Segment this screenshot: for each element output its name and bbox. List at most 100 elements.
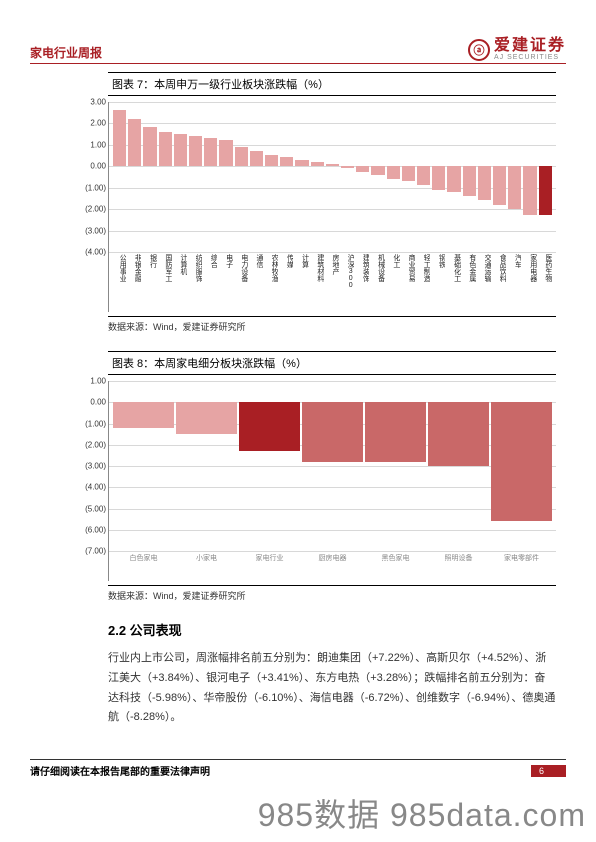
- y-axis-label: 1.00: [90, 377, 106, 386]
- x-axis-label: 医药生物: [539, 254, 552, 289]
- chart-7-area: 3.002.001.000.00(1.00)(2.00)(3.00)(4.00)…: [108, 102, 556, 312]
- bar: [365, 402, 426, 462]
- x-axis-label: 计算机: [174, 254, 187, 289]
- x-axis-label: 厨房电器: [302, 553, 363, 563]
- x-axis-label: 银行: [143, 254, 156, 289]
- bar: [250, 151, 263, 166]
- chart-8-block: 图表 8：本周家电细分板块涨跌幅（%） 1.000.00(1.00)(2.00)…: [108, 351, 556, 602]
- x-axis-label: 纺织服饰: [189, 254, 202, 289]
- report-category: 家电行业周报: [30, 44, 102, 61]
- x-labels: 公用事业非银金融银行国防军工计算机纺织服饰综合电子电力设备通信农林牧渔传媒计算建…: [113, 254, 552, 289]
- bar: [326, 164, 339, 166]
- x-axis-label: 电子: [219, 254, 232, 289]
- watermark: 985数据 985data.com: [258, 790, 586, 836]
- x-axis-label: 机械设备: [371, 254, 384, 289]
- section-2-2-body: 行业内上市公司，周涨幅排名前五分别为：朗迪集团（+7.22%）、高斯贝尔（+4.…: [108, 649, 556, 728]
- x-axis-label: 家电行业: [239, 553, 300, 563]
- x-axis-label: 传媒: [280, 254, 293, 289]
- x-axis-label: 国防军工: [159, 254, 172, 289]
- bar: [113, 110, 126, 166]
- x-axis-label: 电力设备: [235, 254, 248, 289]
- y-axis-label: 2.00: [90, 119, 106, 128]
- bar: [463, 166, 476, 196]
- x-axis-label: 钢铁: [432, 254, 445, 289]
- gridline: [109, 252, 556, 253]
- bar: [371, 166, 384, 175]
- bar: [432, 166, 445, 190]
- x-axis-label: 建筑装饰: [356, 254, 369, 289]
- x-axis-label: 建筑材料: [311, 254, 324, 289]
- section-2-2-title: 2.2 公司表现: [108, 620, 556, 639]
- bar: [508, 166, 521, 209]
- bar: [113, 402, 174, 428]
- x-axis-label: 计算: [295, 254, 308, 289]
- bar: [235, 147, 248, 166]
- bar: [295, 160, 308, 166]
- y-axis-label: (1.00): [85, 183, 106, 192]
- brand-logo: ⓐ 爱建证券 AJ SECURITIES: [468, 38, 566, 61]
- bar: [219, 140, 232, 166]
- bar: [239, 402, 300, 451]
- page-content: 图表 7：本周申万一级行业板块涨跌幅（%） 3.002.001.000.00(1…: [108, 72, 556, 728]
- x-axis-label: 公用事业: [113, 254, 126, 289]
- bar: [311, 162, 324, 166]
- bars-container: [113, 102, 552, 252]
- y-axis-label: (4.00): [85, 248, 106, 257]
- logo-icon: ⓐ: [468, 39, 490, 61]
- y-axis-label: (2.00): [85, 205, 106, 214]
- bar: [128, 119, 141, 166]
- x-axis-label: 商业贸易: [402, 254, 415, 289]
- bar: [280, 157, 293, 166]
- bar: [176, 402, 237, 434]
- y-axis-label: 0.00: [90, 398, 106, 407]
- y-axis-label: (5.00): [85, 504, 106, 513]
- x-axis-label: 汽车: [508, 254, 521, 289]
- bar: [428, 402, 489, 466]
- bars-container: [113, 381, 552, 551]
- x-axis-label: 沪深300: [341, 254, 354, 289]
- x-axis-label: 化工: [387, 254, 400, 289]
- x-axis-label: 基础化工: [447, 254, 460, 289]
- y-axis-label: (6.00): [85, 525, 106, 534]
- y-axis-label: 3.00: [90, 98, 106, 107]
- bar: [159, 132, 172, 166]
- y-axis-label: (2.00): [85, 440, 106, 449]
- y-axis-label: (4.00): [85, 483, 106, 492]
- y-axis-label: 1.00: [90, 140, 106, 149]
- y-axis-label: 0.00: [90, 162, 106, 171]
- bar: [417, 166, 430, 185]
- x-axis-label: 照明设备: [428, 553, 489, 563]
- bar: [478, 166, 491, 200]
- x-axis-label: 食品饮料: [493, 254, 506, 289]
- bar: [402, 166, 415, 181]
- page-number: 6: [531, 765, 566, 777]
- chart-8-area: 1.000.00(1.00)(2.00)(3.00)(4.00)(5.00)(6…: [108, 381, 556, 581]
- bar: [387, 166, 400, 179]
- chart-7-source: 数据来源：Wind，爱建证券研究所: [108, 316, 556, 333]
- x-axis-label: 农林牧渔: [265, 254, 278, 289]
- y-axis-label: (7.00): [85, 547, 106, 556]
- bar: [493, 166, 506, 205]
- logo-en: AJ SECURITIES: [494, 54, 566, 61]
- chart-7-title: 图表 7：本周申万一级行业板块涨跌幅（%）: [108, 72, 556, 96]
- bar: [204, 138, 217, 166]
- page-footer: 请仔细阅读在本报告尾部的重要法律声明 6: [30, 759, 566, 778]
- chart-8-title: 图表 8：本周家电细分板块涨跌幅（%）: [108, 351, 556, 375]
- bar: [265, 155, 278, 166]
- x-labels: 白色家电小家电家电行业厨房电器黑色家电照明设备家电零部件: [113, 553, 552, 563]
- y-axis-label: (1.00): [85, 419, 106, 428]
- bar: [189, 136, 202, 166]
- x-axis-label: 小家电: [176, 553, 237, 563]
- page-header: 家电行业周报 ⓐ 爱建证券 AJ SECURITIES: [30, 38, 566, 64]
- x-axis-label: 家用电器: [523, 254, 536, 289]
- footer-disclaimer: 请仔细阅读在本报告尾部的重要法律声明: [30, 763, 210, 778]
- x-axis-label: 白色家电: [113, 553, 174, 563]
- x-axis-label: 轻工制造: [417, 254, 430, 289]
- bar: [143, 127, 156, 166]
- bar: [302, 402, 363, 462]
- bar: [341, 166, 354, 168]
- bar: [174, 134, 187, 166]
- bar: [356, 166, 369, 172]
- bar: [447, 166, 460, 192]
- x-axis-label: 房地产: [326, 254, 339, 289]
